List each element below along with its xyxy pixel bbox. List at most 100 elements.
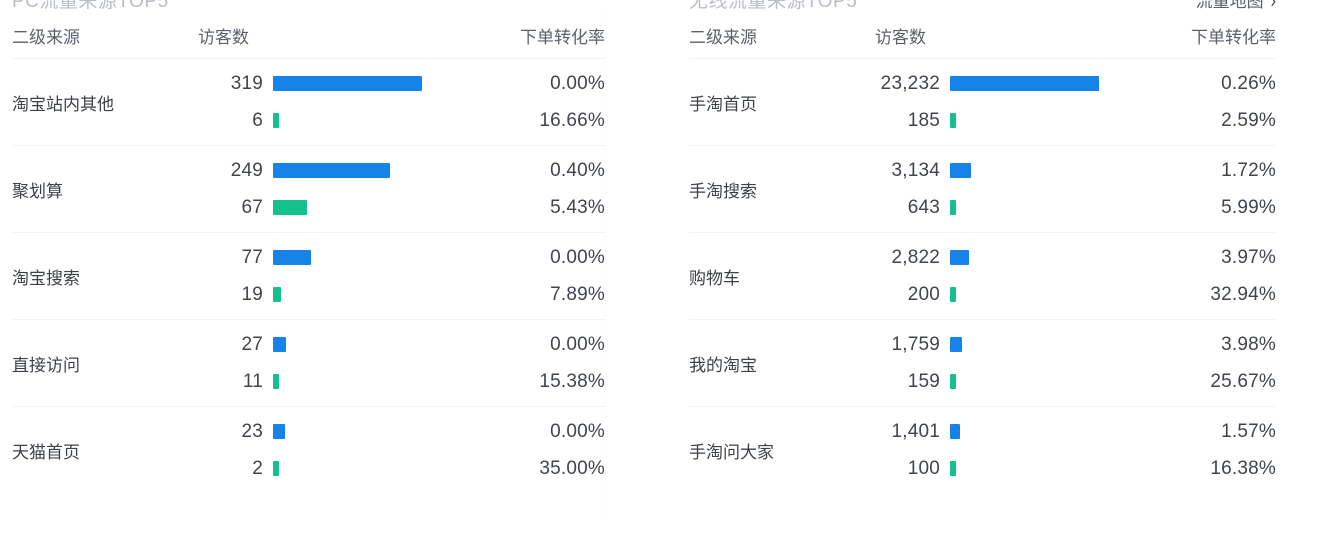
row-source-name: 淘宝搜索: [12, 268, 80, 288]
chevron-right-icon: ›: [1270, 0, 1276, 13]
row-metrics: 3,134 643: [875, 152, 1107, 226]
row-source-name: 手淘首页: [689, 94, 757, 114]
table-row[interactable]: 手淘问大家 1,401 100 1.57% 16.38%: [689, 406, 1276, 493]
row-source-name: 购物车: [689, 268, 740, 288]
rate-orders: 16.38%: [1210, 458, 1276, 479]
row-metrics: 77 19: [198, 239, 430, 313]
orders-bar: [950, 461, 956, 476]
metric-orders: 11: [198, 363, 430, 400]
table-row[interactable]: 购物车 2,822 200 3.97% 32.94%: [689, 232, 1276, 319]
table-row[interactable]: 手淘首页 23,232 185 0.26% 2.59%: [689, 59, 1276, 145]
row-source-name: 淘宝站内其他: [12, 94, 114, 114]
traffic-map-link[interactable]: 流量地图 ›: [1196, 0, 1276, 12]
row-metrics: 249 67: [198, 152, 430, 226]
rate-visitors: 1.72%: [1221, 160, 1276, 181]
visitors-value: 77: [241, 246, 263, 268]
rate-visitors: 0.40%: [550, 160, 605, 181]
orders-bar: [950, 374, 956, 389]
table-row[interactable]: 手淘搜索 3,134 643 1.72% 5.99%: [689, 145, 1276, 232]
traffic-map-label: 流量地图: [1195, 0, 1264, 11]
rate-visitors: 0.00%: [550, 73, 605, 94]
row-metrics: 27 11: [198, 326, 430, 400]
visitors-value: 1,401: [891, 420, 940, 442]
metric-orders: 100: [875, 450, 1107, 487]
orders-value: 67: [241, 196, 263, 218]
column-header-visitors: 访客数: [198, 27, 249, 47]
rate-orders: 5.43%: [550, 197, 605, 218]
metric-orders: 19: [198, 276, 430, 313]
row-metrics: 23 2: [198, 413, 430, 487]
orders-value: 11: [242, 370, 263, 392]
metric-visitors: 23: [198, 413, 430, 450]
table-row[interactable]: 聚划算 249 67 0.40% 5.43%: [12, 145, 605, 232]
rate-visitors: 1.57%: [1221, 421, 1276, 442]
table-row[interactable]: 淘宝搜索 77 19 0.00% 7.89%: [12, 232, 605, 319]
page-title: PC流量来源TOP5: [12, 0, 169, 12]
orders-value: 100: [907, 457, 940, 479]
visitors-value: 1,759: [891, 333, 940, 355]
visitors-bar: [273, 76, 422, 91]
table-row[interactable]: 直接访问 27 11 0.00% 15.38%: [12, 319, 605, 406]
metric-visitors: 77: [198, 239, 430, 276]
visitors-bar: [950, 424, 960, 439]
metric-visitors: 1,759: [875, 326, 1107, 363]
header-divider: [12, 58, 605, 59]
visitors-value: 27: [241, 333, 263, 355]
row-metrics: 23,232 185: [875, 65, 1107, 139]
panel-header-wireless: 无线流量来源TOP5 流量地图 ›: [689, 0, 1276, 12]
visitors-bar: [950, 76, 1099, 91]
rows-pc: 淘宝站内其他 319 6 0.00% 16.66% 聚: [12, 59, 605, 493]
orders-value: 185: [907, 109, 940, 131]
row-source-name: 我的淘宝: [689, 355, 757, 375]
visitors-value: 23: [241, 420, 263, 442]
orders-value: 159: [907, 370, 940, 392]
row-source-name: 手淘问大家: [689, 442, 774, 462]
visitors-bar: [950, 163, 971, 178]
row-source-name: 直接访问: [12, 355, 80, 375]
visitors-bar: [273, 424, 285, 439]
table-row[interactable]: 天猫首页 23 2 0.00% 35.00%: [12, 406, 605, 493]
rate-visitors: 0.00%: [550, 334, 605, 355]
table-row[interactable]: 淘宝站内其他 319 6 0.00% 16.66%: [12, 59, 605, 145]
orders-value: 19: [241, 283, 263, 305]
metric-visitors: 319: [198, 65, 430, 102]
row-metrics: 2,822 200: [875, 239, 1107, 313]
panel-pc-traffic: PC流量来源TOP5 二级来源 访客数 下单转化率 淘宝站内其他 319 6: [12, 0, 605, 493]
rate-visitors: 0.00%: [550, 421, 605, 442]
panel-wireless-traffic: 无线流量来源TOP5 流量地图 › 二级来源 访客数 下单转化率 手淘首页 23…: [605, 0, 1318, 551]
visitors-value: 3,134: [891, 159, 940, 181]
orders-bar: [273, 287, 281, 302]
rate-visitors: 3.98%: [1221, 334, 1276, 355]
row-rates: 0.00% 15.38%: [430, 326, 605, 400]
visitors-value: 23,232: [880, 72, 940, 94]
column-header-pc: 二级来源 访客数 下单转化率: [12, 12, 605, 58]
row-rates: 3.98% 25.67%: [1107, 326, 1276, 400]
orders-value: 2: [252, 457, 263, 479]
rate-orders: 25.67%: [1210, 371, 1276, 392]
column-header-source: 二级来源: [689, 27, 757, 47]
metric-visitors: 27: [198, 326, 430, 363]
metric-orders: 2: [198, 450, 430, 487]
visitors-value: 249: [230, 159, 263, 181]
visitors-value: 2,822: [891, 246, 940, 268]
visitors-bar: [273, 250, 311, 265]
metric-visitors: 249: [198, 152, 430, 189]
orders-bar: [950, 113, 956, 128]
header-divider: [689, 58, 1276, 59]
row-rates: 1.57% 16.38%: [1107, 413, 1276, 487]
rate-visitors: 0.26%: [1221, 73, 1276, 94]
orders-bar: [950, 287, 956, 302]
metric-orders: 159: [875, 363, 1107, 400]
row-metrics: 1,759 159: [875, 326, 1107, 400]
column-header-rate: 下单转化率: [520, 27, 605, 47]
row-rates: 0.00% 16.66%: [430, 65, 605, 139]
row-rates: 0.00% 35.00%: [430, 413, 605, 487]
table-row[interactable]: 我的淘宝 1,759 159 3.98% 25.67%: [689, 319, 1276, 406]
orders-bar: [273, 374, 279, 389]
rate-orders: 7.89%: [550, 284, 605, 305]
panel-header-pc: PC流量来源TOP5: [12, 0, 605, 12]
column-header-rate: 下单转化率: [1191, 27, 1276, 47]
metric-visitors: 3,134: [875, 152, 1107, 189]
metric-orders: 67: [198, 189, 430, 226]
